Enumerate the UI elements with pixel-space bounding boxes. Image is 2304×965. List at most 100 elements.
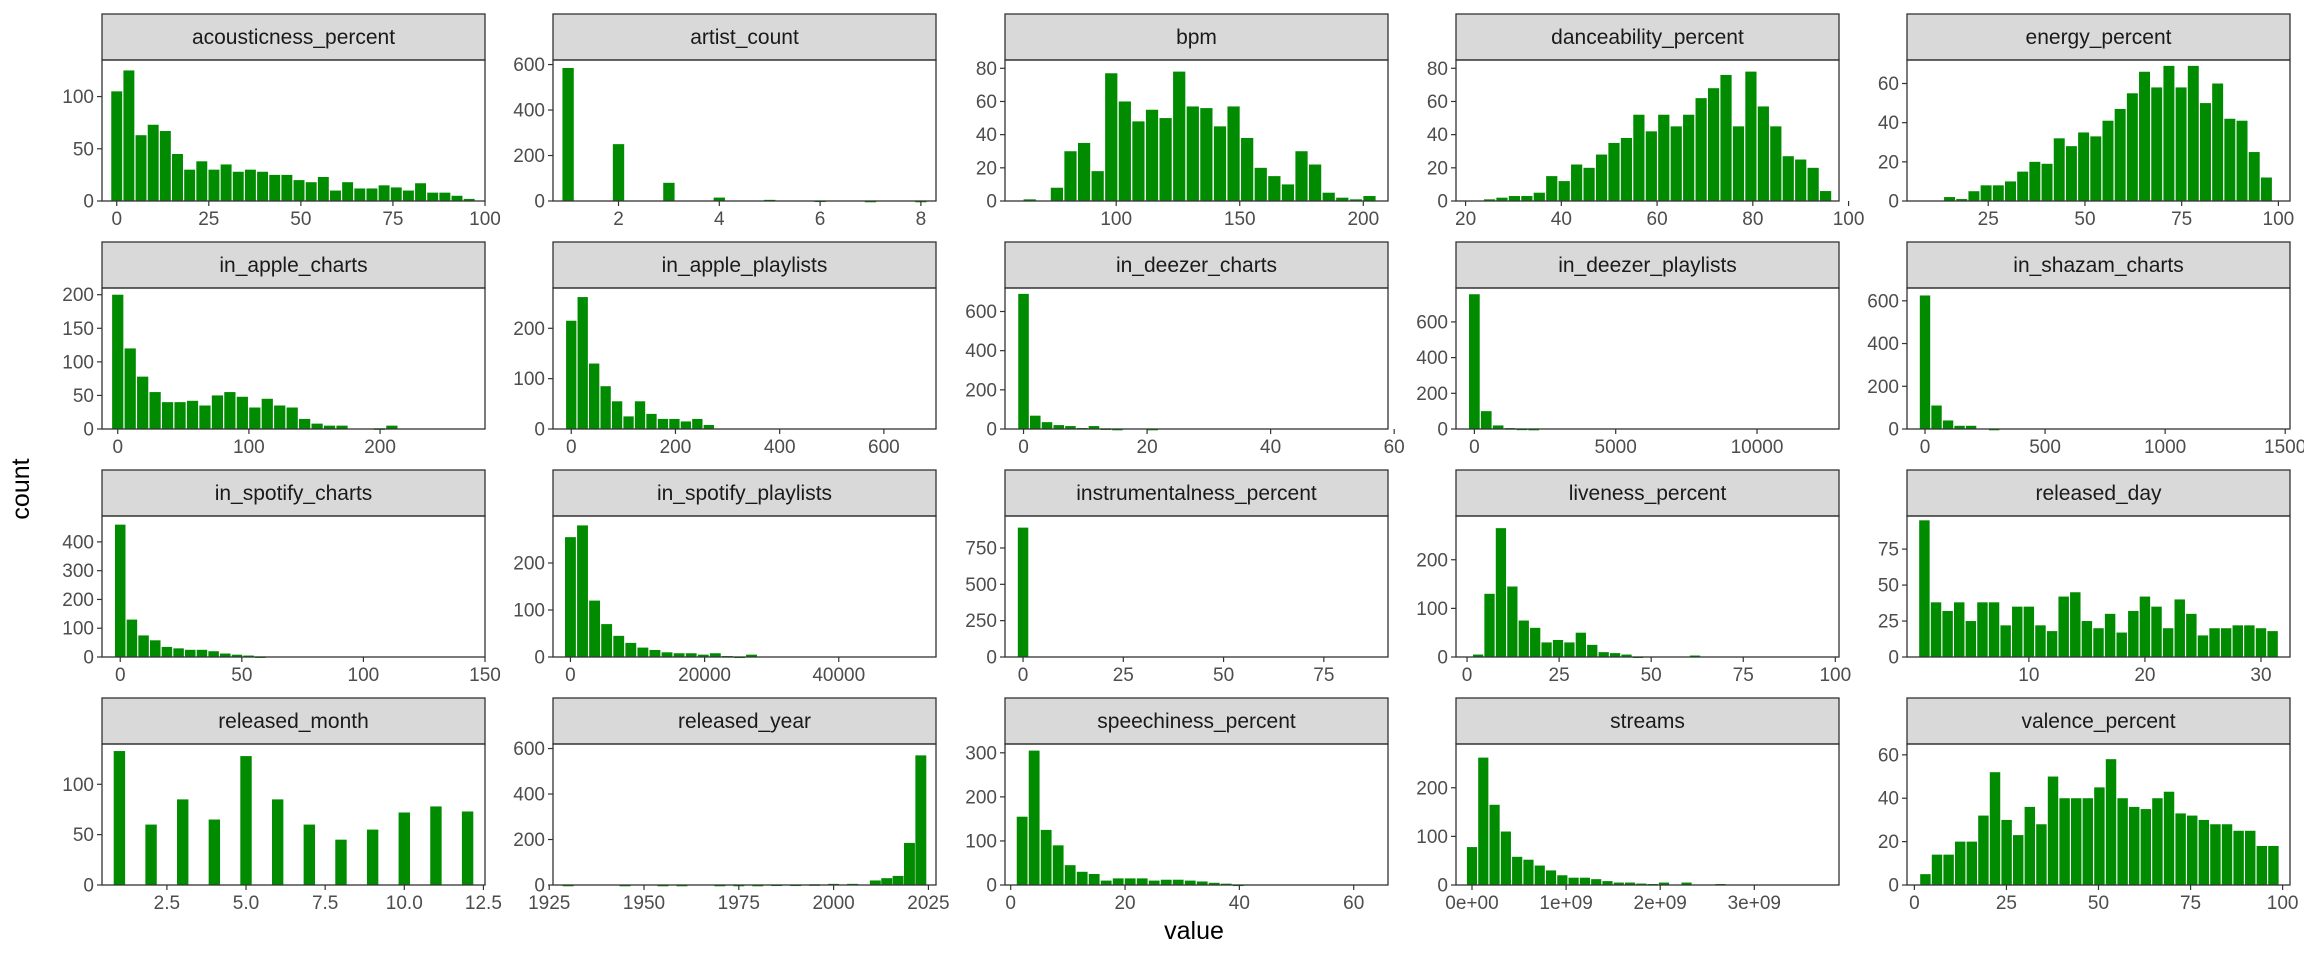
x-axis-title: value (1164, 917, 1224, 945)
y-tick-label: 200 (513, 830, 545, 851)
panel-border (1906, 287, 2291, 430)
histogram-bar (220, 164, 232, 201)
histogram-bar (2152, 798, 2163, 885)
histogram-bar (1552, 639, 1564, 657)
panel-border (1004, 287, 1389, 430)
y-tick-label: 200 (513, 554, 545, 575)
x-tick-label: 40 (1229, 893, 1250, 914)
facet-strip (1004, 469, 1389, 517)
x-tick-label: 20 (1137, 437, 1158, 458)
panel-border (101, 59, 486, 202)
y-tick-label: 40 (1878, 113, 1899, 134)
facet-strip-label: valence_percent (2021, 710, 2175, 733)
histogram-bar (240, 756, 252, 885)
histogram-bar (2082, 798, 2094, 885)
histogram-bar (2209, 628, 2220, 657)
panel-border (1455, 743, 1840, 886)
y-tick-label: 0 (986, 192, 997, 213)
histogram-bar (589, 363, 600, 429)
x-tick-label: 1500 (2264, 437, 2304, 458)
y-tick-label: 750 (965, 538, 997, 559)
y-tick-label: 200 (965, 380, 997, 401)
histogram-bar (2163, 791, 2175, 885)
y-tick-label: 0 (986, 648, 997, 669)
histogram-bar (2163, 65, 2175, 201)
histogram-bar (1919, 520, 1930, 657)
x-tick-label: 0 (1920, 437, 1931, 458)
histogram-bar (1088, 873, 1100, 885)
histogram-bar (208, 169, 220, 201)
y-tick-label: 250 (965, 611, 997, 632)
panel-border (552, 287, 937, 430)
histogram-bar (1608, 142, 1620, 201)
histogram-bar (2175, 813, 2186, 885)
histogram-bar (1558, 181, 1570, 201)
y-tick-label: 100 (62, 87, 94, 108)
facet-strip (101, 469, 486, 517)
histogram-bar (2105, 759, 2117, 885)
histogram-bar (161, 646, 173, 657)
histogram-bar (415, 183, 427, 201)
x-tick-label: 100 (2267, 893, 2299, 914)
histogram-bar (2129, 806, 2140, 885)
histogram-bar (1530, 627, 1541, 657)
histogram-bar (1159, 118, 1172, 201)
histogram-bar (1160, 879, 1172, 885)
histogram-bar (2221, 824, 2233, 885)
y-tick-label: 100 (965, 831, 997, 852)
facet-strip (1906, 697, 2291, 745)
x-tick-label: 0 (111, 209, 122, 230)
histogram-bar (2035, 625, 2046, 657)
histogram-bar (709, 653, 721, 657)
y-tick-label: 600 (1867, 291, 1899, 312)
x-tick-label: 200 (1347, 209, 1379, 230)
histogram-bar (461, 811, 474, 885)
histogram-bar (1064, 865, 1076, 885)
histogram-bar (2116, 632, 2127, 657)
histogram-bar (2186, 613, 2197, 657)
y-tick-label: 0 (986, 876, 997, 897)
histogram-bar (2267, 631, 2278, 657)
histogram-bar (2174, 599, 2185, 657)
histogram-bar (2059, 798, 2070, 885)
histogram-bar (1213, 126, 1227, 201)
histogram-bar (1484, 593, 1495, 657)
histogram-bar (1241, 137, 1254, 201)
x-tick-label: 10 (2018, 665, 2039, 686)
histogram-bar (634, 401, 646, 429)
facet-panel: artist_count 0 200 400 600 2 4 6 8 (513, 13, 937, 230)
histogram-bar (2151, 606, 2162, 657)
x-tick-label: 60 (1384, 437, 1405, 458)
x-tick-label: 100 (2263, 209, 2295, 230)
histogram-bar (1988, 602, 2000, 657)
x-tick-label: 50 (2088, 893, 2109, 914)
y-tick-label: 400 (1867, 334, 1899, 355)
y-tick-label: 600 (513, 739, 545, 760)
facet-strip-label: bpm (1176, 26, 1217, 49)
histogram-bar (1040, 829, 1052, 885)
histogram-bar (1942, 420, 1954, 429)
x-tick-label: 100 (1100, 209, 1132, 230)
facet-panel: released_year 0 200 400 600 1925 1950 1975 2000 2… (513, 697, 950, 914)
y-tick-label: 200 (1416, 550, 1448, 571)
histogram-bar (366, 188, 378, 201)
histogram-bar (1254, 167, 1267, 201)
histogram-bar (2140, 809, 2152, 885)
x-tick-label: 150 (1224, 209, 1256, 230)
histogram-bar (1100, 880, 1112, 885)
histogram-bar (159, 131, 171, 201)
histogram-bar (1200, 108, 1213, 201)
histogram-bar (2023, 606, 2035, 657)
x-tick-label: 50 (290, 209, 311, 230)
histogram-bar (915, 755, 927, 885)
histogram-bar (1077, 142, 1091, 201)
y-tick-label: 200 (62, 590, 94, 611)
y-tick-label: 75 (1878, 540, 1899, 561)
histogram-bar (2232, 625, 2243, 657)
facet-panel: liveness_percent 0 100 200 0 25 50 75 100 (1416, 469, 1851, 686)
histogram-bar (186, 400, 199, 429)
x-tick-label: 3e+09 (1728, 893, 1781, 914)
x-tick-label: 20 (1455, 209, 1476, 230)
histogram-bar (269, 174, 281, 201)
